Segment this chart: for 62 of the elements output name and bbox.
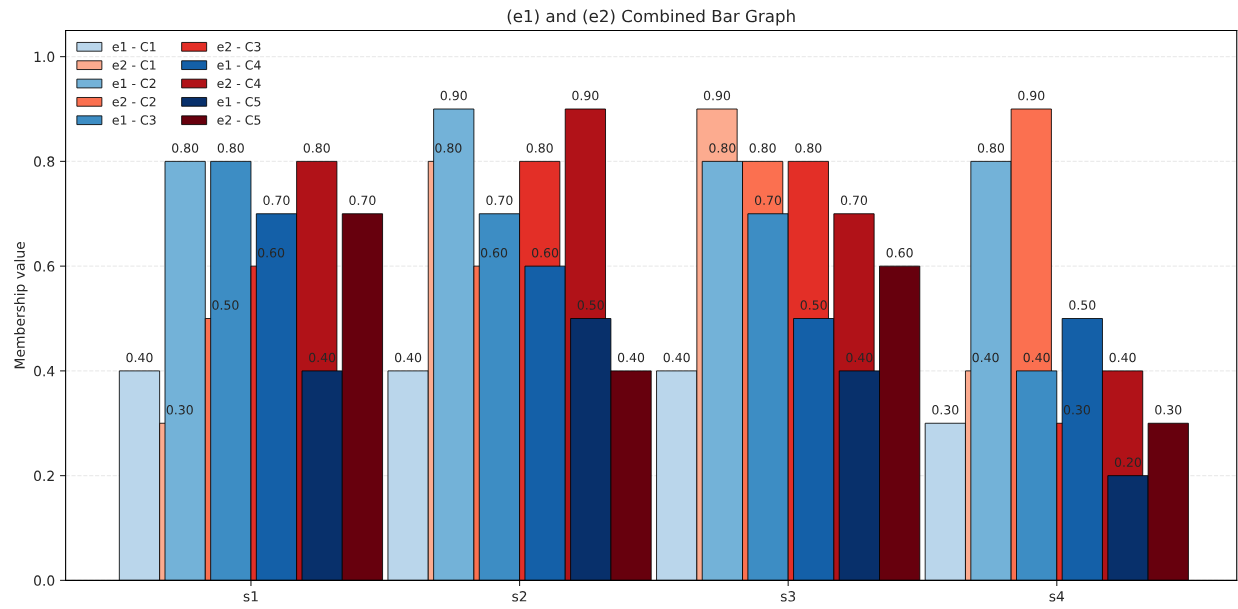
legend-label: e2 - C4 <box>217 78 261 89</box>
x-tick-label: s1 <box>243 591 258 602</box>
data-label: 0.40 <box>126 352 153 363</box>
data-label: 0.80 <box>795 143 822 153</box>
data-label: 0.80 <box>172 143 199 153</box>
data-label: 0.40 <box>1109 352 1136 363</box>
legend-label: e1 - C3 <box>112 115 156 125</box>
x-tick-label: s2 <box>512 591 527 602</box>
data-label: 0.40 <box>846 352 873 363</box>
data-label: 0.80 <box>526 143 553 153</box>
data-label: 0.40 <box>663 352 690 363</box>
data-label: 0.70 <box>754 195 782 206</box>
data-label: 0.90 <box>703 90 731 101</box>
data-label: 0.50 <box>800 300 827 310</box>
data-label: 0.70 <box>349 195 376 206</box>
legend-label: e1 - C5 <box>217 96 261 107</box>
data-label: 0.40 <box>309 352 336 363</box>
legend-label: e2 - C1 <box>112 60 156 70</box>
y-tick-label: 0.6 <box>34 261 55 272</box>
data-label: 0.70 <box>840 195 868 206</box>
legend-label: e1 - C1 <box>112 41 156 52</box>
chart-title: (e1) and (e2) Combined Bar Graph <box>507 9 795 26</box>
data-label: 0.70 <box>263 195 290 206</box>
data-label: 0.80 <box>435 143 462 153</box>
legend-label: e1 - C4 <box>217 60 261 70</box>
data-label: 0.40 <box>617 352 645 363</box>
legend-label: e2 - C3 <box>217 41 261 52</box>
data-label: 0.30 <box>1155 405 1182 415</box>
legend-label: e2 - C2 <box>112 96 156 107</box>
data-label: 0.90 <box>440 90 467 101</box>
y-tick-label: 0.4 <box>34 365 55 377</box>
y-tick-label: 1.0 <box>34 51 55 63</box>
data-label: 0.20 <box>1114 457 1142 467</box>
data-label: 0.30 <box>1063 405 1091 415</box>
data-label: 0.60 <box>258 247 285 258</box>
data-label: 0.60 <box>480 247 508 258</box>
data-label: 0.50 <box>1069 300 1096 310</box>
data-label: 0.50 <box>212 300 239 310</box>
data-label: 0.90 <box>572 90 599 101</box>
data-label: 0.30 <box>932 405 959 415</box>
data-label: 0.30 <box>166 405 193 415</box>
x-tick-label: s3 <box>780 591 796 602</box>
data-label: 0.40 <box>972 352 999 363</box>
data-label: 0.40 <box>395 352 422 363</box>
y-axis-title: Membership value <box>14 242 28 369</box>
data-label: 0.70 <box>486 195 513 206</box>
data-label: 0.40 <box>1023 352 1050 363</box>
x-tick-label: s4 <box>1049 591 1065 602</box>
data-label: 0.80 <box>977 143 1005 153</box>
y-tick-label: 0.0 <box>34 575 55 586</box>
data-label: 0.80 <box>709 143 736 153</box>
data-label: 0.60 <box>531 247 559 258</box>
data-label: 0.80 <box>217 143 244 153</box>
data-label: 0.80 <box>749 143 776 153</box>
data-label: 0.90 <box>1018 90 1045 101</box>
data-label: 0.50 <box>577 300 604 310</box>
y-tick-label: 0.8 <box>34 156 55 167</box>
y-tick-label: 0.2 <box>34 470 54 482</box>
legend-label: e1 - C2 <box>112 78 156 89</box>
data-label: 0.80 <box>303 143 330 153</box>
data-label: 0.60 <box>886 247 913 258</box>
legend-label: e2 - C5 <box>217 115 261 125</box>
